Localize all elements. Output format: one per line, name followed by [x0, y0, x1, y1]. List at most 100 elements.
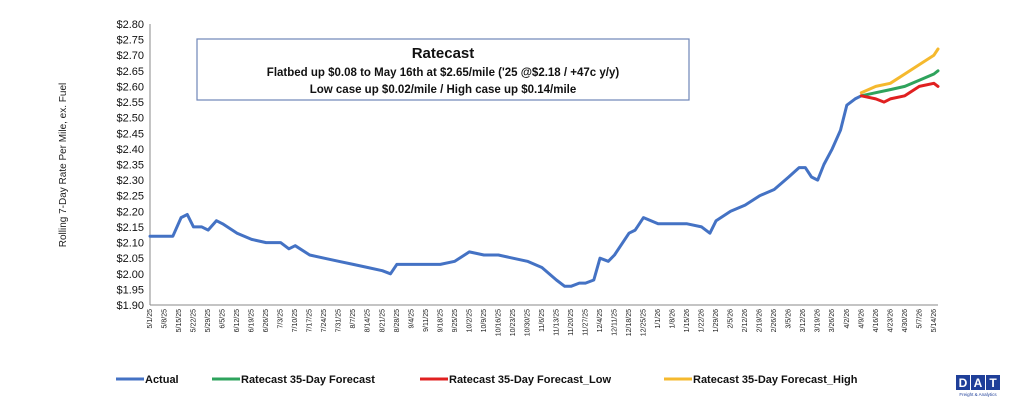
x-tick-label: 2/5/26 — [728, 309, 735, 329]
x-tick-label: 3/12/26 — [800, 309, 807, 332]
y-tick-label: $2.75 — [116, 35, 144, 47]
y-tick-label: $2.30 — [116, 175, 144, 187]
x-tick-label: 11/13/25 — [553, 309, 560, 336]
x-tick-label: 10/16/25 — [495, 309, 502, 336]
annotation-line-1: Flatbed up $0.08 to May 16th at $2.65/mi… — [267, 67, 620, 79]
x-tick-label: 7/3/25 — [278, 309, 285, 329]
y-tick-label: $2.10 — [116, 238, 144, 250]
x-tick-label: 5/29/25 — [205, 309, 212, 332]
annotation-box: Ratecast Flatbed up $0.08 to May 16th at… — [196, 38, 690, 101]
annotation-box-border — [196, 38, 690, 101]
y-tick-label: $2.80 — [116, 19, 144, 31]
x-tick-label: 7/31/25 — [336, 309, 343, 332]
x-tick-label: 12/18/25 — [626, 309, 633, 336]
series-line-forecast-low — [859, 81, 940, 104]
y-tick-label: $2.55 — [116, 97, 144, 109]
annotation-title: Ratecast — [412, 45, 475, 62]
y-tick-label: $2.20 — [116, 206, 144, 218]
x-tick-label: 9/11/25 — [423, 309, 430, 332]
series-line-actual — [148, 94, 863, 288]
axes — [149, 24, 938, 306]
logo-tile-a — [971, 375, 985, 390]
x-tick-label: 4/16/26 — [873, 309, 880, 332]
x-tick-label: 9/18/25 — [437, 309, 444, 332]
logo-letter-t: T — [989, 376, 997, 390]
x-tick-label: 6/26/25 — [263, 309, 270, 332]
x-tick-label: 5/14/26 — [931, 309, 938, 332]
y-tick-label: $2.70 — [116, 50, 144, 62]
legend-label-forecast-high: Ratecast 35-Day Forecast_High — [693, 374, 858, 386]
y-tick-label: $2.45 — [116, 128, 144, 140]
y-tick-label: $1.90 — [116, 300, 144, 312]
x-tick-label: 4/2/26 — [844, 309, 851, 329]
y-tick-label: $2.05 — [116, 253, 144, 265]
x-tick-label: 2/26/26 — [771, 309, 778, 332]
logo-letter-a: A — [974, 376, 983, 390]
x-tick-label: 8/14/25 — [365, 309, 372, 332]
y-axis-label: Rolling 7-Day Rate Per Mile, ex. Fuel — [58, 83, 69, 248]
x-tick-label: 8/28/25 — [394, 309, 401, 332]
y-tick-label: $2.65 — [116, 66, 144, 78]
x-tick-label: 5/8/25 — [162, 309, 169, 329]
x-tick-label: 5/15/25 — [176, 309, 183, 332]
x-tick-label: 3/5/26 — [786, 309, 793, 329]
legend-label-forecast: Ratecast 35-Day Forecast — [241, 374, 375, 386]
x-tick-label: 7/24/25 — [321, 309, 328, 332]
y-tick-label: $2.50 — [116, 113, 144, 125]
x-tick-label: 8/21/25 — [379, 309, 386, 332]
legend-label-actual: Actual — [145, 374, 179, 386]
x-tick-label: 10/30/25 — [524, 309, 531, 336]
y-tick-label: $2.00 — [116, 269, 144, 281]
x-tick-label: 5/22/25 — [191, 309, 198, 332]
x-tick-label: 11/20/25 — [568, 309, 575, 336]
logo-tile-d — [956, 375, 970, 390]
y-axis-ticks: $1.90 $1.95 $2.00 $2.05 $2.10 $2.15 $2.20 $2.25… — [116, 19, 144, 312]
x-tick-label: 10/23/25 — [510, 309, 517, 336]
x-tick-label: 12/25/25 — [641, 309, 648, 336]
legend-item-actual: Actual — [116, 374, 179, 386]
y-tick-label: $2.35 — [116, 160, 144, 172]
legend-item-forecast: Ratecast 35-Day Forecast — [212, 374, 375, 386]
x-tick-label: 9/25/25 — [452, 309, 459, 332]
x-tick-label: 11/27/25 — [582, 309, 589, 336]
legend-item-forecast-high: Ratecast 35-Day Forecast_High — [664, 374, 858, 386]
x-tick-label: 12/4/25 — [597, 309, 604, 332]
x-tick-label: 1/29/26 — [713, 309, 720, 332]
x-tick-label: 6/5/25 — [220, 309, 227, 329]
x-tick-label: 6/12/25 — [234, 309, 241, 332]
x-tick-label: 10/9/25 — [481, 309, 488, 332]
series-line-forecast-high — [859, 47, 940, 95]
x-tick-label: 8/7/25 — [350, 309, 357, 329]
x-tick-label: 6/19/25 — [249, 309, 256, 332]
x-tick-label: 2/12/26 — [742, 309, 749, 332]
x-tick-label: 5/7/26 — [916, 309, 923, 329]
x-tick-label: 9/4/25 — [408, 309, 415, 329]
legend: Actual Ratecast 35-Day Forecast Ratecast… — [116, 374, 858, 386]
x-tick-label: 3/19/26 — [815, 309, 822, 332]
y-tick-label: $1.95 — [116, 284, 144, 296]
x-tick-label: 4/30/26 — [902, 309, 909, 332]
x-tick-label: 4/23/26 — [887, 309, 894, 332]
logo-subtitle: Freight & Analytics — [959, 392, 997, 397]
x-tick-label: 12/11/25 — [612, 309, 619, 336]
x-tick-label: 1/22/26 — [699, 309, 706, 332]
y-tick-label: $2.15 — [116, 222, 144, 234]
x-tick-label: 2/19/26 — [757, 309, 764, 332]
dat-logo: D A T Freight & Analytics — [956, 375, 1000, 397]
x-tick-label: 7/17/25 — [307, 309, 314, 332]
annotation-line-2: Low case up $0.02/mile / High case up $0… — [310, 84, 577, 96]
x-tick-label: 3/26/26 — [829, 309, 836, 332]
logo-letter-d: D — [959, 376, 968, 390]
x-tick-label: 4/9/26 — [858, 309, 865, 329]
x-tick-label: 1/1/26 — [655, 309, 662, 329]
x-tick-label: 1/15/26 — [684, 309, 691, 332]
logo-tile-t — [986, 375, 1000, 390]
legend-item-forecast-low: Ratecast 35-Day Forecast_Low — [420, 374, 611, 386]
series-layer — [148, 47, 940, 288]
x-tick-label: 11/6/25 — [539, 309, 546, 332]
x-tick-label: 7/10/25 — [292, 309, 299, 332]
x-tick-label: 5/1/25 — [147, 309, 154, 329]
x-tick-label: 10/2/25 — [466, 309, 473, 332]
series-line-forecast — [859, 69, 940, 98]
